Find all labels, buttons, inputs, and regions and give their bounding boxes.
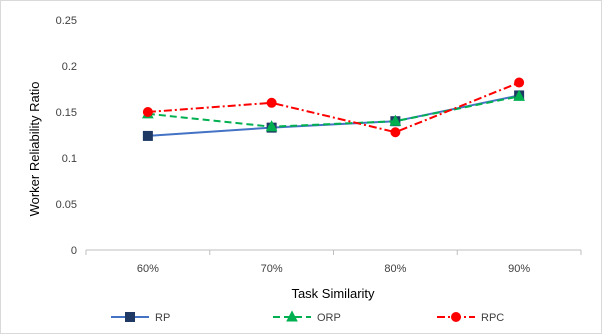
y-tick-label: 0.05 [56, 199, 77, 211]
x-tick-label: 90% [508, 263, 530, 275]
legend-item-orp: ORP [273, 310, 341, 324]
legend-marker-orp [286, 310, 298, 322]
data-point-rpc [390, 127, 401, 138]
data-point-rpc [266, 97, 277, 108]
legend-item-rp: RP [111, 312, 170, 324]
x-tick-label: 80% [384, 263, 406, 275]
y-tick-label: 0.25 [56, 15, 77, 27]
legend-item-rpc: RPC [437, 312, 504, 324]
series-rp [142, 90, 525, 141]
y-tick-label: 0.2 [62, 61, 77, 73]
x-tick-label: 70% [261, 263, 283, 275]
y-tick-label: 0.15 [56, 107, 77, 119]
data-point-rpc [142, 107, 153, 117]
data-point-orp [513, 89, 525, 101]
legend-label-orp: ORP [317, 312, 341, 324]
legend-marker-rpc [451, 312, 461, 322]
x-axis-title: Task Similarity [291, 286, 375, 301]
y-tick-label: 0.1 [62, 153, 77, 165]
y-axis: 0 0.05 0.1 0.15 0.2 0.25 [56, 15, 77, 257]
y-tick-label: 0 [71, 245, 77, 257]
series-line-rpc [147, 81, 520, 134]
legend: RP ORP RPC [111, 310, 504, 324]
data-point-rpc [514, 77, 525, 88]
legend-label-rp: RP [155, 312, 170, 324]
data-point-rp [142, 130, 153, 141]
y-axis-title: Worker Reliability Ratio [27, 82, 42, 217]
plot-area [142, 77, 525, 141]
series-rpc [142, 77, 525, 138]
x-tick-label: 60% [137, 263, 159, 275]
series-line-orp [147, 95, 520, 128]
data-point-orp [389, 114, 402, 126]
series-line-rp [147, 94, 520, 137]
legend-marker-rp [125, 312, 135, 322]
x-axis: 60% 70% 80% 90% [85, 250, 582, 275]
legend-label-rpc: RPC [481, 312, 504, 324]
data-point-orp [265, 120, 278, 132]
